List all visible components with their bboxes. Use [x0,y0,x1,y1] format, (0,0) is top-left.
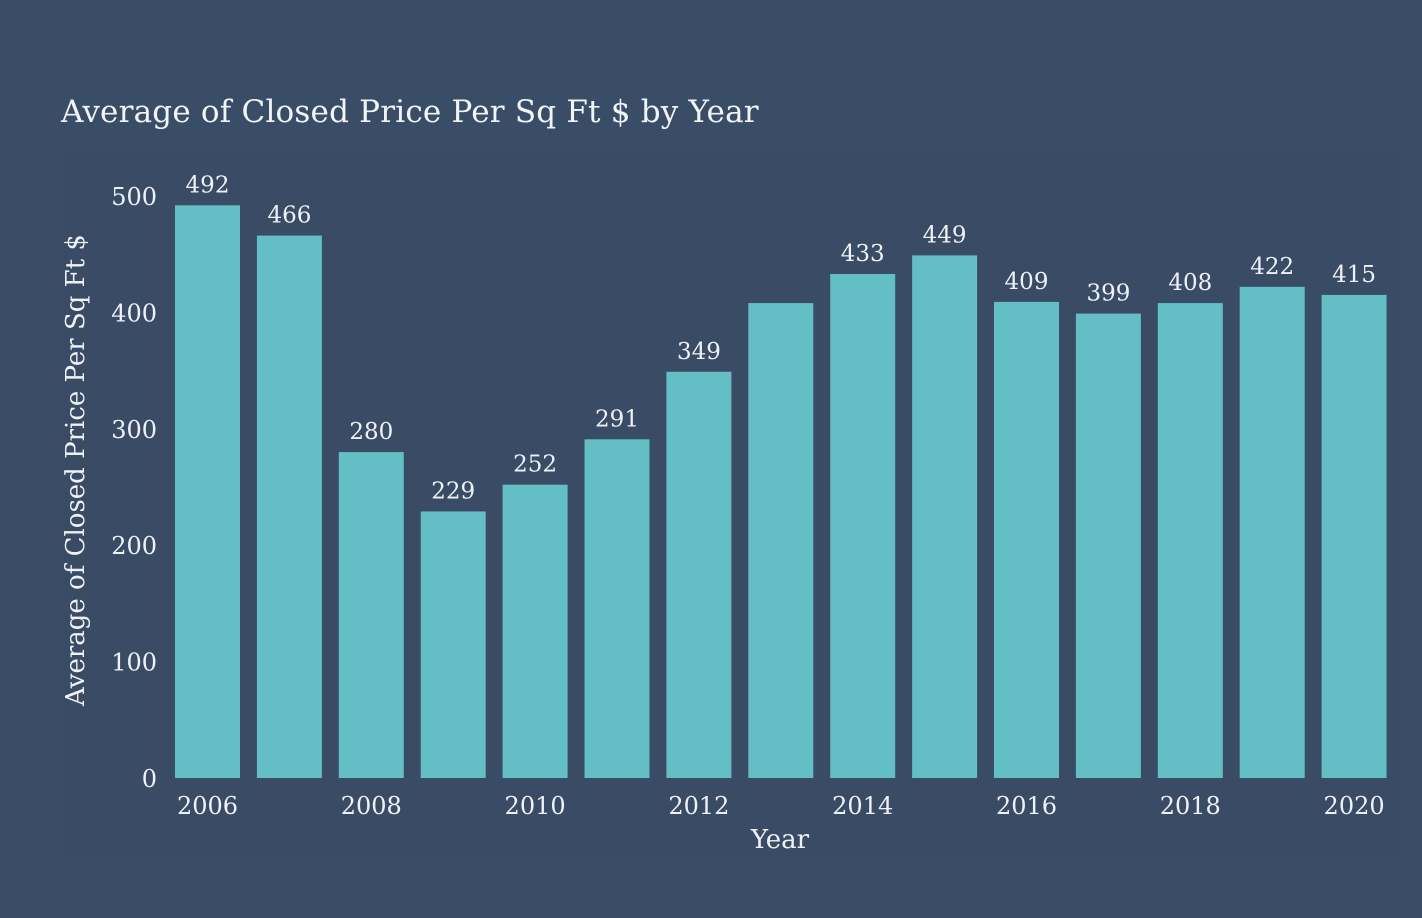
data-label-2020: 415 [1332,262,1376,288]
bar-2013 [748,303,814,778]
x-axis-label: Year [750,825,810,855]
bar-2009 [420,511,486,778]
x-tick-label-2012: 2012 [668,792,729,820]
bar-2007 [256,235,322,779]
chart-title: Average of Closed Price Per Sq Ft $ by Y… [61,94,759,130]
data-label-2006: 492 [186,172,230,198]
bar-2019 [1239,286,1305,778]
data-label-2007: 466 [267,203,311,229]
bar-2015 [912,255,978,778]
data-label-2010: 252 [513,452,557,478]
data-label-2009: 229 [431,478,475,504]
x-tick-label-2010: 2010 [505,792,566,820]
bar-2012 [666,371,732,778]
bar-2008 [338,452,404,778]
y-axis-label: Average of Closed Price Per Sq Ft $ [61,234,91,707]
data-label-2012: 349 [677,339,721,365]
x-tick-label-2008: 2008 [341,792,402,820]
x-tick-label-2014: 2014 [832,792,893,820]
bar-2016 [994,301,1059,778]
data-labels-group: 492 466 280 229 252 291 349 433 449 409 399 408 422 4… [186,172,1377,504]
bar-2020 [1321,294,1387,778]
data-label-2011: 291 [595,406,639,432]
bar-2010 [502,484,568,778]
data-label-2016: 409 [1005,269,1049,295]
bar-2018 [1157,303,1223,778]
y-tick-label-0: 0 [142,765,157,793]
x-tick-label-2020: 2020 [1324,792,1385,820]
data-label-2019: 422 [1250,254,1294,280]
bar-2006 [175,205,240,778]
y-axis-ticks: 0 100 200 300 400 500 [111,183,157,793]
x-tick-label-2016: 2016 [996,792,1057,820]
data-label-2015: 449 [923,222,967,248]
data-label-2008: 280 [349,419,393,445]
bar-2014 [830,273,896,778]
y-tick-label-200: 200 [111,532,157,560]
data-label-2018: 408 [1168,270,1212,296]
y-tick-label-300: 300 [111,416,157,444]
data-label-2017: 399 [1086,281,1130,307]
bars-group [175,205,1387,779]
x-axis-ticks: 2006 2008 2010 2012 2014 2016 2018 2020 [177,792,1385,820]
x-tick-label-2006: 2006 [177,792,238,820]
y-tick-label-100: 100 [111,649,157,677]
x-tick-label-2018: 2018 [1160,792,1221,820]
y-tick-label-500: 500 [111,183,157,211]
bar-2011 [584,439,650,778]
y-tick-label-400: 400 [111,299,157,327]
data-label-2014: 433 [841,241,885,267]
bar-2017 [1075,313,1141,778]
